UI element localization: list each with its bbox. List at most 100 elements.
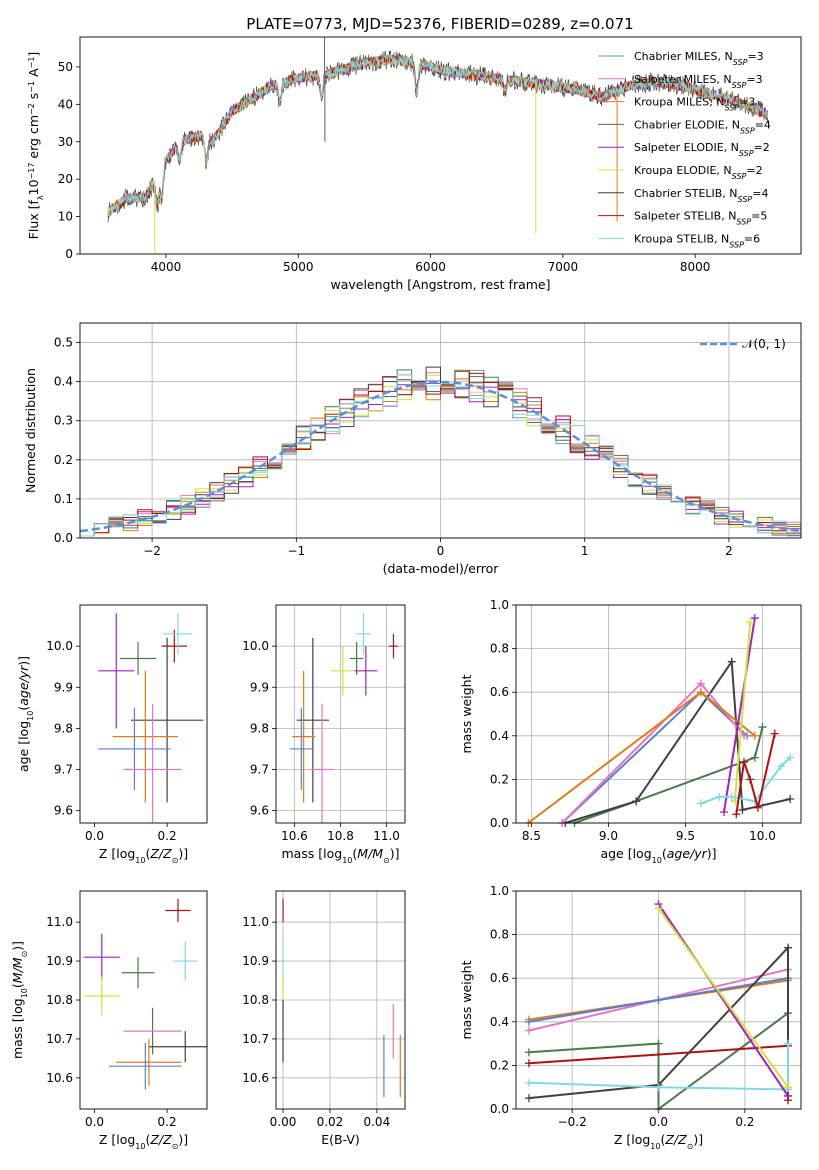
mass-weight-marker <box>784 1039 793 1048</box>
mass-weight-marker <box>738 805 747 814</box>
normal-curve <box>80 380 801 533</box>
y-tick-label: 10.7 <box>242 1032 269 1046</box>
y-tick-label: 50 <box>58 60 73 74</box>
x-tick-label: 7000 <box>548 260 579 274</box>
legend-entry: 𝒩(0, 1) <box>742 337 786 351</box>
x-tick-label: 10.8 <box>327 829 354 843</box>
mass-weight-marker <box>784 943 793 952</box>
mass-weight-marker <box>746 775 755 784</box>
plot-frame <box>79 890 208 1110</box>
legend-entry: Kroupa STELIB, NSSP=6 <box>634 232 760 249</box>
y-tick-label: 9.6 <box>54 804 73 818</box>
mass-weight-line-kroupa-elodie <box>733 622 752 802</box>
y-tick-label: 1.0 <box>490 884 509 898</box>
x-tick-label: −1 <box>287 544 305 558</box>
x-tick-label: 5000 <box>283 260 314 274</box>
y-tick-label: 10.0 <box>242 639 269 653</box>
y-tick-label: 0.4 <box>54 375 73 389</box>
x-axis-label: E(B-V) <box>321 1132 360 1147</box>
y-tick-label: 9.6 <box>250 804 269 818</box>
mass-weight-marker <box>654 904 663 913</box>
y-tick-label: 10.8 <box>242 993 269 1007</box>
y-tick-label: 10.9 <box>46 954 73 968</box>
y-tick-label: 1.0 <box>490 598 509 612</box>
x-tick-label: 0.0 <box>85 1115 104 1129</box>
mass-weight-marker <box>770 729 779 738</box>
y-axis-label: mass [log10(M/M⊙)] <box>10 941 29 1059</box>
mass-weight-marker <box>715 792 724 801</box>
mass-weight-marker <box>524 1017 533 1026</box>
y-tick-label: 10.9 <box>242 954 269 968</box>
y-tick-label: 9.7 <box>250 763 269 777</box>
x-axis-label: Z [log10(Z/Z⊙)] <box>99 846 188 865</box>
mass-weight-marker <box>696 799 705 808</box>
x-tick-label: 0.2 <box>735 1115 754 1129</box>
y-tick-label: 0.6 <box>490 685 509 699</box>
legend-entry: Kroupa ELODIE, NSSP=2 <box>634 164 763 181</box>
x-tick-label: 10.0 <box>749 829 776 843</box>
plot-frame <box>79 322 802 539</box>
y-tick-label: 10 <box>58 210 73 224</box>
mass-weight-line-salpeter-elodie <box>723 617 756 813</box>
x-tick-label: 6000 <box>415 260 446 274</box>
x-tick-label: 11.0 <box>373 829 400 843</box>
figure-title: PLATE=0773, MJD=52376, FIBERID=0289, z=0… <box>246 15 633 33</box>
plot-frame <box>79 604 208 824</box>
x-axis-label: Z [log10(Z/Z⊙)] <box>99 1132 188 1151</box>
y-tick-label: 0.2 <box>490 772 509 786</box>
histogram-kroupa-stelib <box>80 374 801 537</box>
mass-weight-marker <box>732 810 741 819</box>
y-tick-label: 0 <box>65 247 73 261</box>
legend-entry: Chabrier ELODIE, NSSP=4 <box>634 118 771 135</box>
y-tick-label: 0.8 <box>490 928 509 942</box>
y-tick-label: 40 <box>58 97 73 111</box>
mass-weight-line-salpeter-elodie <box>657 903 789 1097</box>
legend-entry: Salpeter ELODIE, NSSP=2 <box>634 141 770 158</box>
mass-weight-marker <box>524 1059 533 1068</box>
y-tick-label: 10.0 <box>46 639 73 653</box>
y-axis-label: mass weight <box>459 960 474 1039</box>
x-tick-label: 1 <box>581 544 589 558</box>
y-tick-label: 0.2 <box>54 453 73 467</box>
mass-weight-marker <box>524 1026 533 1035</box>
x-axis-label: wavelength [Angstrom, rest frame] <box>330 277 550 292</box>
x-axis-label: age [log10(age/yr)] <box>600 846 716 865</box>
y-tick-label: 0.4 <box>490 1015 509 1029</box>
mass-weight-line-kroupa-stelib <box>528 1043 789 1091</box>
x-axis-label: mass [log10(M/M⊙)] <box>281 846 399 865</box>
x-tick-label: 10.6 <box>281 829 308 843</box>
x-tick-label: 0 <box>437 544 445 558</box>
x-tick-label: −2 <box>143 544 161 558</box>
spectrum-panel: 4000 5000 6000 7000 8000 0 10 20 30 40 50 wavelengt… <box>26 36 802 292</box>
mass-weight-marker <box>784 1083 793 1092</box>
y-tick-label: 11.0 <box>46 915 73 929</box>
y-tick-label: 10.6 <box>242 1071 269 1085</box>
mass-weight-marker <box>727 657 736 666</box>
y-tick-label: 0.2 <box>490 1058 509 1072</box>
x-tick-label: −0.2 <box>558 1115 587 1129</box>
y-tick-label: 9.8 <box>54 721 73 735</box>
mass-weight-line-kroupa-stelib <box>700 756 791 805</box>
y-tick-label: 10.8 <box>46 993 73 1007</box>
y-tick-label: 20 <box>58 172 73 186</box>
legend-entry: Kroupa MILES, NSSP=3 <box>634 96 755 113</box>
y-tick-label: 0.4 <box>490 729 509 743</box>
y-tick-label: 10.7 <box>46 1032 73 1046</box>
mass-weight-marker <box>654 1039 663 1048</box>
legend-entry: Salpeter MILES, NSSP=3 <box>634 73 763 90</box>
legend-entry: Chabrier STELIB, NSSP=4 <box>634 187 768 204</box>
mass-weight-marker <box>654 1083 663 1092</box>
plot-frame <box>275 890 406 1110</box>
y-tick-label: 0.0 <box>54 531 73 545</box>
mass-weight-marker <box>786 753 795 762</box>
legend-entry: Salpeter STELIB, NSSP=5 <box>634 210 767 227</box>
y-tick-label: 0.1 <box>54 492 73 506</box>
y-tick-label: 9.7 <box>54 763 73 777</box>
y-tick-label: 30 <box>58 135 73 149</box>
mass-weight-vs-metallicity-panel: −0.2 0.0 0.2 0.0 0.2 0.4 0.6 0.8 1.0 Z [log10(Z/Z… <box>459 884 802 1151</box>
x-tick-label: 0.0 <box>85 829 104 843</box>
residual-histogram-panel: −2 −1 0 1 2 0.0 0.1 0.2 0.3 0.4 0.5 (data-model)/er… <box>23 322 802 576</box>
x-tick-label: 0.02 <box>317 1115 344 1129</box>
y-tick-label: 0.0 <box>490 816 509 830</box>
mass-weight-marker <box>784 1091 793 1100</box>
